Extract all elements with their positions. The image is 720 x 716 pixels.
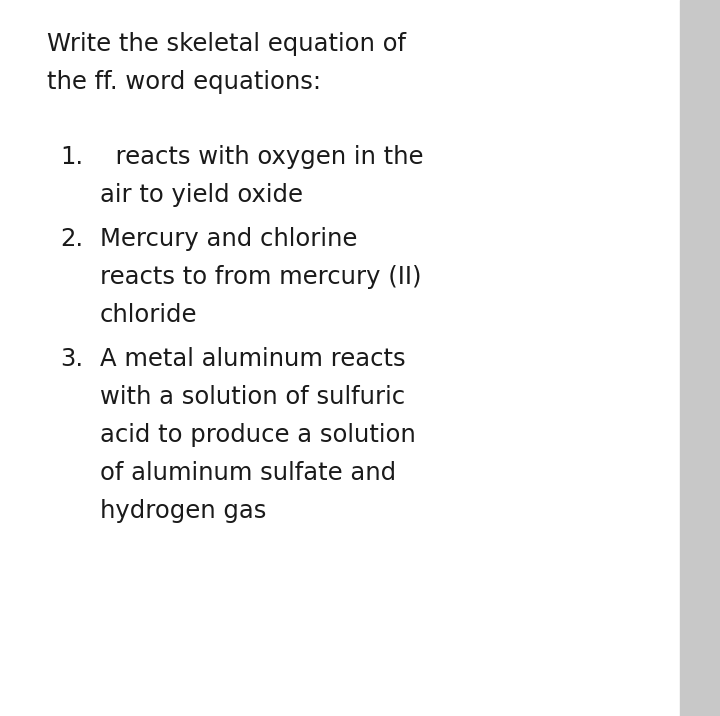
Text: 2.: 2.: [60, 227, 83, 251]
Text: the ff. word equations:: the ff. word equations:: [47, 70, 321, 94]
Text: reacts with oxygen in the: reacts with oxygen in the: [100, 145, 423, 169]
Text: A metal aluminum reacts: A metal aluminum reacts: [100, 347, 405, 371]
Text: Mercury and chlorine: Mercury and chlorine: [100, 227, 357, 251]
Text: 3.: 3.: [60, 347, 83, 371]
Text: of aluminum sulfate and: of aluminum sulfate and: [100, 461, 396, 485]
Text: acid to produce a solution: acid to produce a solution: [100, 423, 415, 447]
Text: chloride: chloride: [100, 303, 197, 327]
Text: 1.: 1.: [60, 145, 83, 169]
Text: air to yield oxide: air to yield oxide: [100, 183, 303, 207]
Text: Write the skeletal equation of: Write the skeletal equation of: [47, 32, 406, 56]
Text: hydrogen gas: hydrogen gas: [100, 499, 266, 523]
Text: with a solution of sulfuric: with a solution of sulfuric: [100, 385, 405, 409]
Text: reacts to from mercury (II): reacts to from mercury (II): [100, 265, 421, 289]
